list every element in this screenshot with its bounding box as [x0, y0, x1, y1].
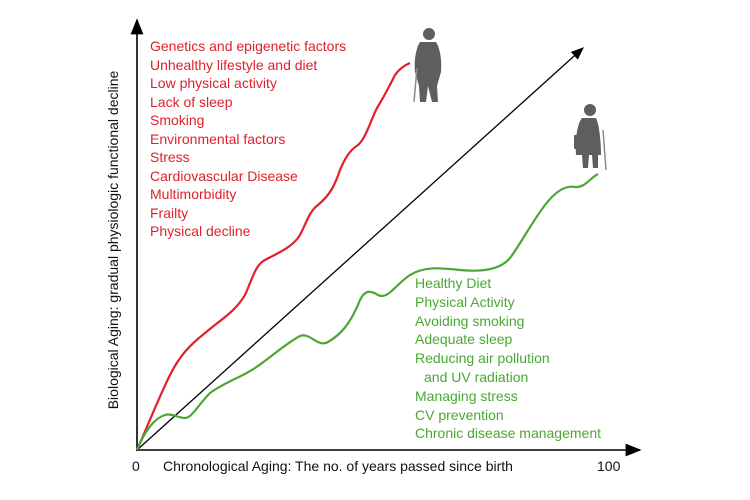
negative-factor: Low physical activity: [150, 75, 277, 91]
positive-factor: Managing stress: [415, 387, 518, 404]
x-axis-min-label: 0: [132, 458, 140, 474]
negative-factor: Physical decline: [150, 223, 251, 239]
positive-factor: CV prevention: [415, 406, 504, 423]
positive-factor: Healthy Diet: [415, 275, 492, 291]
chronological-diagonal-arrow: [136, 47, 584, 451]
negative-factor: Unhealthy lifestyle and diet: [150, 56, 318, 73]
negative-factor: Multimorbidity: [150, 186, 237, 202]
positive-factor: Adequate sleep: [415, 331, 513, 348]
negative-factor: Stress: [150, 149, 190, 165]
negative-factor: Frailty: [150, 204, 189, 221]
positive-factor: and UV radiation: [424, 368, 529, 385]
healthy-aging-curve: [135, 173, 599, 451]
positive-factors-list: Healthy Diet Physical Activity Avoiding …: [415, 274, 601, 443]
x-axis-label: Chronological Aging: The no. of years pa…: [163, 458, 513, 474]
negative-factor: Lack of sleep: [150, 93, 233, 110]
positive-factor: Chronic disease management: [415, 425, 601, 442]
accelerated-aging-curve: [135, 61, 411, 451]
elderly-man-with-cane-silhouette-icon: [413, 28, 442, 103]
negative-factor: Smoking: [150, 112, 205, 128]
positive-factor: Avoiding smoking: [415, 312, 525, 329]
negative-factors-list: Genetics and epigenetic factors Unhealth…: [150, 37, 346, 241]
negative-factor: Environmental factors: [150, 130, 286, 147]
x-axis-max-label: 100: [597, 458, 621, 474]
positive-factor: Reducing air pollution: [415, 350, 550, 367]
y-axis-label: Biological Aging: gradual physiologic fu…: [105, 70, 121, 410]
elderly-woman-with-cane-silhouette-icon: [574, 104, 607, 171]
negative-factor: Genetics and epigenetic factors: [150, 38, 347, 54]
positive-factor: Physical Activity: [415, 293, 515, 310]
negative-factor: Cardiovascular Disease: [150, 167, 298, 184]
